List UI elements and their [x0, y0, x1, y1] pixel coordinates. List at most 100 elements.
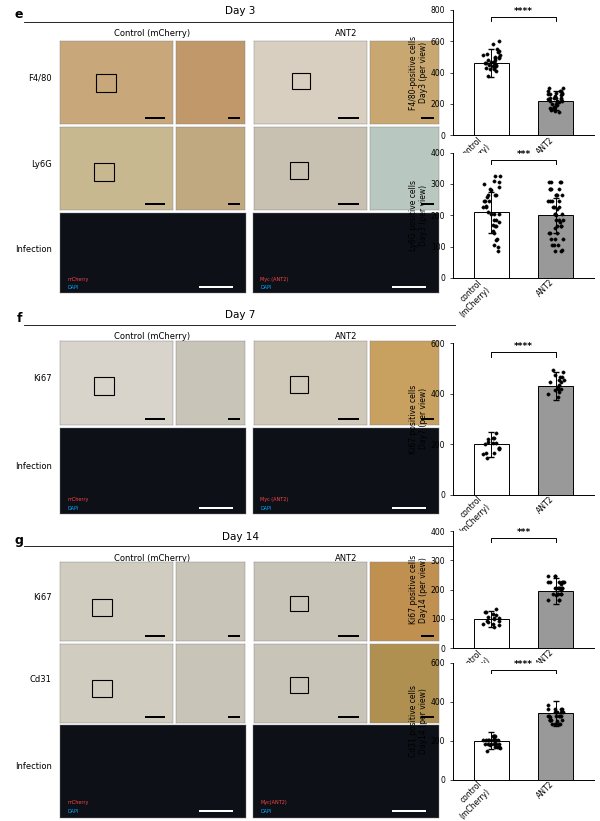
- Point: [494, 176, 504, 189]
- Point: [543, 88, 553, 101]
- Point: [553, 220, 562, 233]
- Point: [545, 713, 555, 727]
- Point: [484, 188, 493, 201]
- Point: [484, 615, 493, 628]
- Point: [545, 94, 555, 108]
- Point: [553, 581, 563, 594]
- Point: [551, 718, 560, 731]
- Point: [554, 106, 564, 119]
- Bar: [474, 741, 509, 780]
- Point: [551, 103, 560, 117]
- Point: [490, 207, 499, 220]
- Y-axis label: Cd31 positive cells
Day14 (per view): Cd31 positive cells Day14 (per view): [409, 686, 428, 757]
- Point: [489, 737, 499, 750]
- Point: [490, 52, 500, 65]
- Point: [554, 182, 564, 195]
- Point: [493, 46, 502, 59]
- Point: [490, 729, 500, 742]
- Text: DAPI: DAPI: [67, 809, 79, 814]
- Point: [548, 588, 557, 601]
- Point: [494, 44, 504, 57]
- Point: [550, 104, 560, 117]
- Point: [486, 207, 496, 220]
- Point: [545, 195, 555, 208]
- Point: [554, 588, 563, 601]
- Point: [556, 588, 565, 601]
- Point: [545, 226, 554, 239]
- Point: [559, 365, 568, 378]
- Text: Myc (ANT2): Myc (ANT2): [260, 277, 289, 282]
- Point: [550, 581, 559, 594]
- Text: ***: ***: [517, 528, 530, 537]
- Bar: [392, 507, 425, 509]
- Point: [554, 96, 564, 109]
- Point: [495, 170, 505, 183]
- Bar: [145, 117, 165, 119]
- Point: [484, 69, 493, 82]
- Text: mCherry: mCherry: [67, 277, 89, 282]
- Point: [489, 729, 499, 742]
- Point: [556, 220, 566, 233]
- Text: Infection: Infection: [15, 462, 52, 471]
- Text: Infection: Infection: [15, 245, 52, 254]
- Point: [481, 447, 491, 460]
- Point: [557, 94, 567, 108]
- Point: [488, 60, 497, 73]
- Point: [489, 431, 499, 444]
- Point: [494, 612, 504, 625]
- Point: [556, 588, 566, 601]
- Point: [545, 182, 555, 195]
- Text: DAPI: DAPI: [260, 285, 272, 290]
- Point: [493, 733, 502, 746]
- Point: [555, 85, 565, 98]
- Point: [553, 588, 562, 601]
- Point: [557, 245, 566, 258]
- Point: [489, 733, 499, 746]
- Bar: [538, 215, 573, 278]
- Point: [557, 89, 566, 102]
- Point: [548, 97, 557, 110]
- Point: [480, 606, 490, 619]
- Point: [550, 368, 560, 381]
- Point: [494, 443, 503, 456]
- Point: [551, 222, 560, 235]
- Point: [488, 431, 497, 444]
- Point: [557, 576, 567, 589]
- Point: [558, 706, 568, 719]
- Point: [548, 201, 558, 214]
- Text: Cd31: Cd31: [30, 675, 52, 684]
- Point: [554, 386, 564, 399]
- Point: [554, 381, 563, 394]
- Point: [492, 741, 502, 754]
- Point: [547, 102, 556, 115]
- Point: [485, 182, 495, 195]
- Point: [484, 195, 493, 208]
- Point: [553, 98, 562, 111]
- Point: [488, 38, 498, 51]
- Point: [489, 612, 499, 625]
- Point: [548, 363, 557, 376]
- Text: Day 14: Day 14: [221, 532, 259, 542]
- Point: [556, 706, 565, 719]
- Point: [543, 594, 553, 607]
- Point: [479, 177, 488, 190]
- Point: [484, 611, 493, 624]
- Point: [556, 581, 565, 594]
- Point: [481, 57, 491, 70]
- Bar: [227, 418, 240, 420]
- Point: [494, 741, 503, 754]
- Point: [557, 188, 567, 201]
- Point: [488, 733, 498, 746]
- Point: [550, 100, 560, 113]
- Point: [550, 383, 559, 397]
- Text: Ki67: Ki67: [33, 374, 52, 383]
- Point: [551, 589, 560, 602]
- Point: [551, 91, 561, 104]
- Point: [494, 615, 504, 628]
- Text: Day 3: Day 3: [225, 6, 255, 16]
- Point: [491, 737, 500, 750]
- Point: [552, 188, 562, 201]
- Point: [556, 583, 566, 596]
- Point: [543, 93, 553, 106]
- Point: [551, 706, 560, 719]
